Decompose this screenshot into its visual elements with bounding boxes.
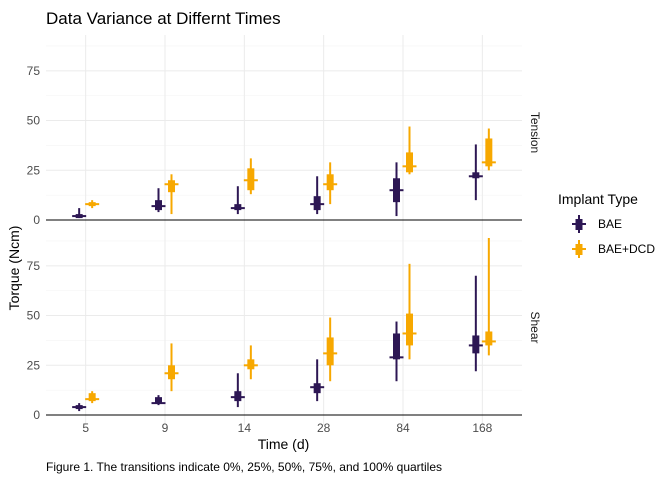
box-bae bbox=[310, 176, 325, 215]
box-body bbox=[168, 180, 175, 193]
box-body bbox=[88, 393, 96, 402]
box-body bbox=[485, 331, 493, 346]
box-bae bbox=[72, 208, 87, 219]
box-bae bbox=[151, 395, 166, 406]
box-bae bbox=[389, 321, 404, 382]
box-body bbox=[326, 174, 334, 191]
y-tick-label: 25 bbox=[27, 163, 41, 177]
chart-title: Data Variance at Differnt Times bbox=[46, 9, 281, 28]
box-body bbox=[155, 397, 162, 404]
y-axis-title: Torque (Ncm) bbox=[6, 226, 22, 311]
box-bae-dcd bbox=[85, 200, 100, 209]
box-bae-dcd bbox=[85, 391, 100, 404]
x-tick-label: 84 bbox=[396, 421, 410, 435]
box-bae-dcd bbox=[481, 237, 496, 356]
box-body bbox=[393, 333, 400, 360]
box-bae-dcd bbox=[402, 263, 417, 360]
box-bae bbox=[151, 188, 166, 213]
legend-item: BAE bbox=[572, 215, 622, 233]
box-body bbox=[485, 138, 493, 167]
box-body bbox=[406, 313, 413, 346]
x-tick-label: 5 bbox=[82, 421, 89, 435]
box-bae-dcd bbox=[243, 345, 258, 380]
legend-label: BAE+DCD bbox=[598, 242, 655, 256]
x-tick-label: 14 bbox=[238, 421, 252, 435]
x-tick-label: 168 bbox=[472, 421, 492, 435]
chart-panels: 0 25 50 75 Tension 0 25 50 75 Shear bbox=[27, 35, 542, 425]
box-bae bbox=[310, 359, 325, 402]
y-tick-label: 75 bbox=[27, 259, 41, 273]
figure-caption: Figure 1. The transitions indicate 0%, 2… bbox=[46, 460, 442, 474]
y-tick-label: 50 bbox=[27, 114, 41, 128]
box-bae-dcd bbox=[402, 126, 417, 175]
box-bae-dcd bbox=[164, 343, 179, 392]
box-body bbox=[326, 337, 334, 366]
box-body bbox=[406, 152, 413, 173]
box-bae bbox=[230, 186, 245, 215]
y-tick-label: 25 bbox=[27, 358, 41, 372]
x-tick-label: 9 bbox=[162, 421, 169, 435]
y-tick-label: 0 bbox=[33, 213, 40, 227]
box-bae bbox=[468, 275, 483, 372]
legend: Implant Type BAE BAE+DCD bbox=[558, 191, 655, 258]
box-bae-dcd bbox=[481, 128, 496, 171]
y-tick-label: 75 bbox=[27, 64, 41, 78]
facet-label: Tension bbox=[528, 112, 542, 153]
x-tick-label: 28 bbox=[317, 421, 331, 435]
y-tick-label: 50 bbox=[27, 309, 41, 323]
box-bae bbox=[230, 373, 245, 408]
legend-label: BAE bbox=[598, 217, 622, 231]
panel-tension: 0 25 50 75 Tension bbox=[27, 35, 542, 230]
y-tick-label: 0 bbox=[33, 408, 40, 422]
box-bae bbox=[468, 144, 483, 201]
box-bae bbox=[72, 403, 87, 412]
panel-shear: 0 25 50 75 Shear bbox=[27, 230, 542, 425]
box-bae-dcd bbox=[323, 162, 338, 205]
legend-item: BAE+DCD bbox=[572, 240, 655, 258]
x-axis-title: Time (d) bbox=[258, 436, 310, 452]
x-axis: 5 9 14 28 84 168 bbox=[82, 421, 492, 435]
box-bae-dcd bbox=[164, 174, 179, 215]
box-bae-dcd bbox=[243, 158, 258, 195]
box-bae bbox=[389, 162, 404, 217]
box-bae-dcd bbox=[323, 317, 338, 382]
facet-label: Shear bbox=[528, 311, 542, 343]
legend-title: Implant Type bbox=[558, 191, 638, 207]
